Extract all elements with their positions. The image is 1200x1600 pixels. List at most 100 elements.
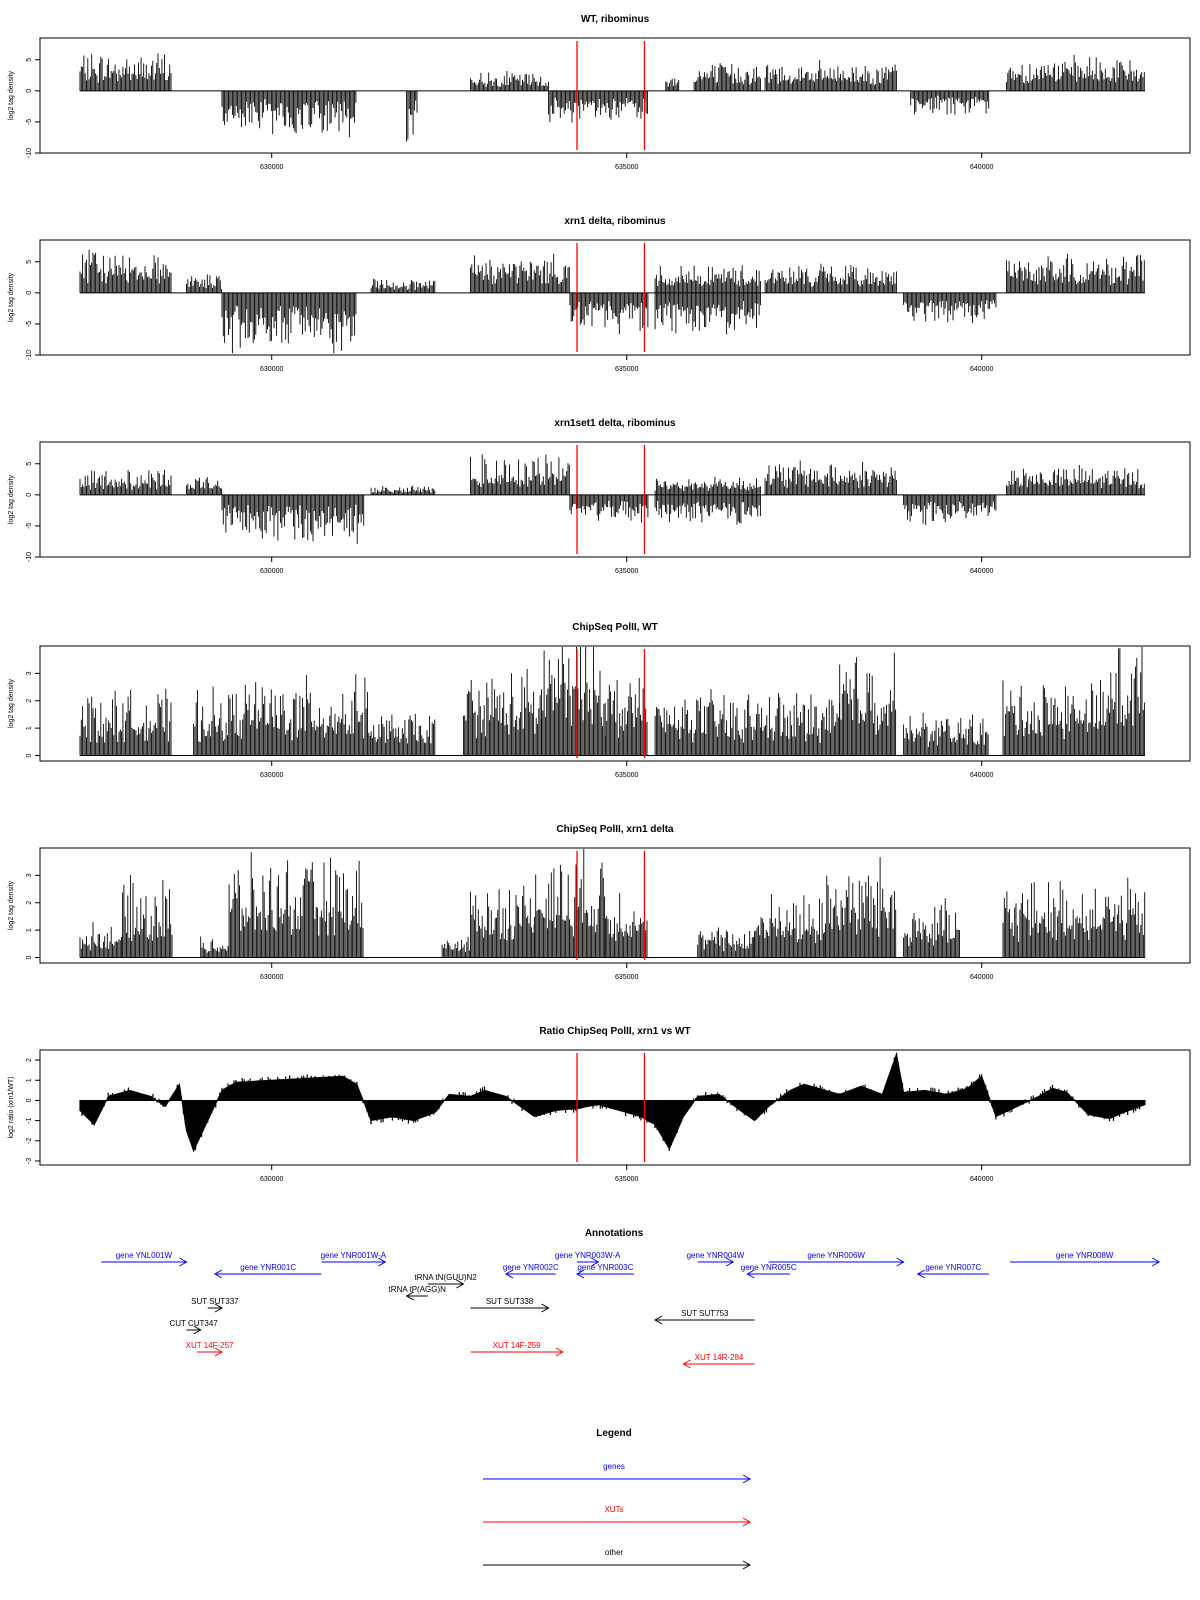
y-tick-label: -10 bbox=[26, 148, 33, 158]
y-tick-label: 0 bbox=[26, 1098, 33, 1102]
x-tick-label: 635000 bbox=[615, 772, 638, 779]
signal-segment bbox=[754, 894, 826, 958]
x-tick-label: 640000 bbox=[970, 366, 993, 373]
y-tick-label: -1 bbox=[26, 1117, 33, 1123]
annotation-feature: gene YNR003W-A bbox=[555, 1251, 621, 1267]
x-tick-label: 635000 bbox=[615, 164, 638, 171]
signal-segment bbox=[764, 460, 897, 495]
signal-segment bbox=[825, 857, 897, 958]
y-tick-label: 3 bbox=[26, 671, 33, 675]
arrowhead-icon bbox=[214, 1303, 224, 1313]
y-tick-label: -2 bbox=[26, 1138, 33, 1144]
x-tick-label: 630000 bbox=[260, 568, 283, 575]
signal-segment bbox=[903, 292, 997, 323]
signal-segment bbox=[693, 63, 761, 91]
signal-segment bbox=[654, 689, 761, 756]
feature-label: gene YNR002C bbox=[503, 1263, 559, 1272]
signal-segment bbox=[1006, 54, 1145, 91]
legend-label: XUTs bbox=[604, 1505, 623, 1514]
arrowhead-icon bbox=[405, 1291, 414, 1301]
signal-segment bbox=[122, 875, 173, 958]
y-tick-label: 1 bbox=[26, 726, 33, 730]
signal-segment bbox=[470, 253, 570, 293]
signal-segment bbox=[839, 652, 897, 756]
signal-segment bbox=[541, 647, 606, 756]
signal-segment bbox=[79, 922, 123, 958]
y-axis-label: log2 tag density bbox=[8, 678, 15, 728]
signal-segment bbox=[462, 669, 542, 756]
feature-label: SUT SUT338 bbox=[486, 1297, 534, 1306]
signal-segment bbox=[228, 852, 364, 958]
y-axis-label: log2 ratio (xrn1/WT) bbox=[8, 1077, 15, 1139]
plot-frame bbox=[39, 1049, 1191, 1166]
feature-label: gene YNR007C bbox=[925, 1263, 981, 1272]
feature-label: gene YNR006W bbox=[807, 1251, 865, 1260]
panel-title: xrn1set1 delta, ribominus bbox=[554, 418, 676, 429]
annotation-feature: tRNA tN(GUU)N2 bbox=[415, 1273, 477, 1289]
feature-label: CUT CUT347 bbox=[169, 1319, 218, 1328]
annotation-feature: gene YNR002C bbox=[503, 1263, 559, 1279]
legend-entry: genes bbox=[483, 1462, 752, 1484]
arrowhead-icon bbox=[378, 1257, 387, 1267]
annotations-title: Annotations bbox=[585, 1228, 644, 1239]
signal-segment bbox=[1002, 877, 1146, 958]
panel-title: ChipSeq PolII, xrn1 delta bbox=[556, 824, 674, 835]
panel-2: xrn1 delta, ribominus log2 tag density -10… bbox=[8, 216, 1191, 373]
y-tick-label: 0 bbox=[26, 89, 33, 93]
signal-segment bbox=[470, 885, 535, 958]
annotation-feature: gene YNR007C bbox=[916, 1263, 989, 1279]
annotation-feature: SUT SUT753 bbox=[654, 1309, 755, 1325]
signal-segment bbox=[903, 712, 989, 756]
signal-segment bbox=[665, 78, 680, 91]
signal-segment bbox=[764, 60, 897, 91]
signal-segment bbox=[548, 90, 648, 123]
y-axis-label: log2 tag density bbox=[8, 474, 15, 524]
feature-label: gene YNR001C bbox=[240, 1263, 296, 1272]
x-tick-label: 630000 bbox=[260, 772, 283, 779]
signal-segment bbox=[654, 494, 761, 525]
x-tick-label: 630000 bbox=[260, 366, 283, 373]
plot-frame bbox=[39, 37, 1191, 154]
signal-segment bbox=[441, 936, 470, 958]
y-tick-label: 5 bbox=[26, 58, 33, 62]
x-tick-label: 635000 bbox=[615, 568, 638, 575]
arrowhead-icon bbox=[742, 1517, 752, 1527]
signal-segment bbox=[761, 693, 841, 756]
signal-segment bbox=[533, 849, 606, 958]
feature-label: SUT SUT753 bbox=[681, 1309, 729, 1318]
signal-segment bbox=[370, 278, 436, 293]
data-marks bbox=[79, 41, 1145, 150]
feature-label: gene YNR001W-A bbox=[321, 1251, 387, 1260]
legend: Legend genes XUTs other bbox=[483, 1428, 752, 1570]
y-tick-label: 0 bbox=[26, 753, 33, 757]
legend-label: genes bbox=[603, 1462, 625, 1471]
signal-segment bbox=[186, 477, 223, 495]
y-tick-label: 2 bbox=[26, 1058, 33, 1062]
panel-5: ChipSeq PolII, xrn1 delta log2 tag densit… bbox=[8, 824, 1191, 981]
annotation-feature: gene YNR001W-A bbox=[321, 1251, 387, 1267]
legend-entry: other bbox=[483, 1548, 752, 1570]
feature-label: tRNA tP(AGG)N bbox=[389, 1285, 447, 1294]
signal-segment bbox=[604, 892, 648, 958]
arrowhead-icon bbox=[193, 1325, 202, 1335]
arrowhead-icon bbox=[654, 1315, 663, 1325]
y-tick-label: 2 bbox=[26, 699, 33, 703]
annotation-feature: SUT SUT338 bbox=[470, 1297, 550, 1313]
signal-segment bbox=[79, 53, 172, 91]
y-tick-label: -5 bbox=[26, 119, 33, 125]
signal-segment bbox=[1006, 253, 1145, 293]
annotation-feature: gene YNR008W bbox=[1010, 1251, 1161, 1267]
y-tick-label: 0 bbox=[26, 291, 33, 295]
x-tick-label: 640000 bbox=[970, 772, 993, 779]
x-tick-label: 635000 bbox=[615, 366, 638, 373]
data-marks bbox=[79, 1052, 1146, 1162]
panel-1: WT, ribominus log2 tag density -10 -5 0 5 6300… bbox=[8, 14, 1191, 171]
signal-segment bbox=[654, 292, 761, 335]
arrowhead-icon bbox=[555, 1347, 564, 1357]
annotation-feature: gene YNR003C bbox=[575, 1263, 634, 1279]
arrowhead-icon bbox=[213, 1269, 223, 1279]
signal-segment bbox=[569, 494, 649, 523]
x-tick-label: 640000 bbox=[970, 568, 993, 575]
x-tick-label: 640000 bbox=[970, 164, 993, 171]
x-tick-label: 630000 bbox=[260, 974, 283, 981]
